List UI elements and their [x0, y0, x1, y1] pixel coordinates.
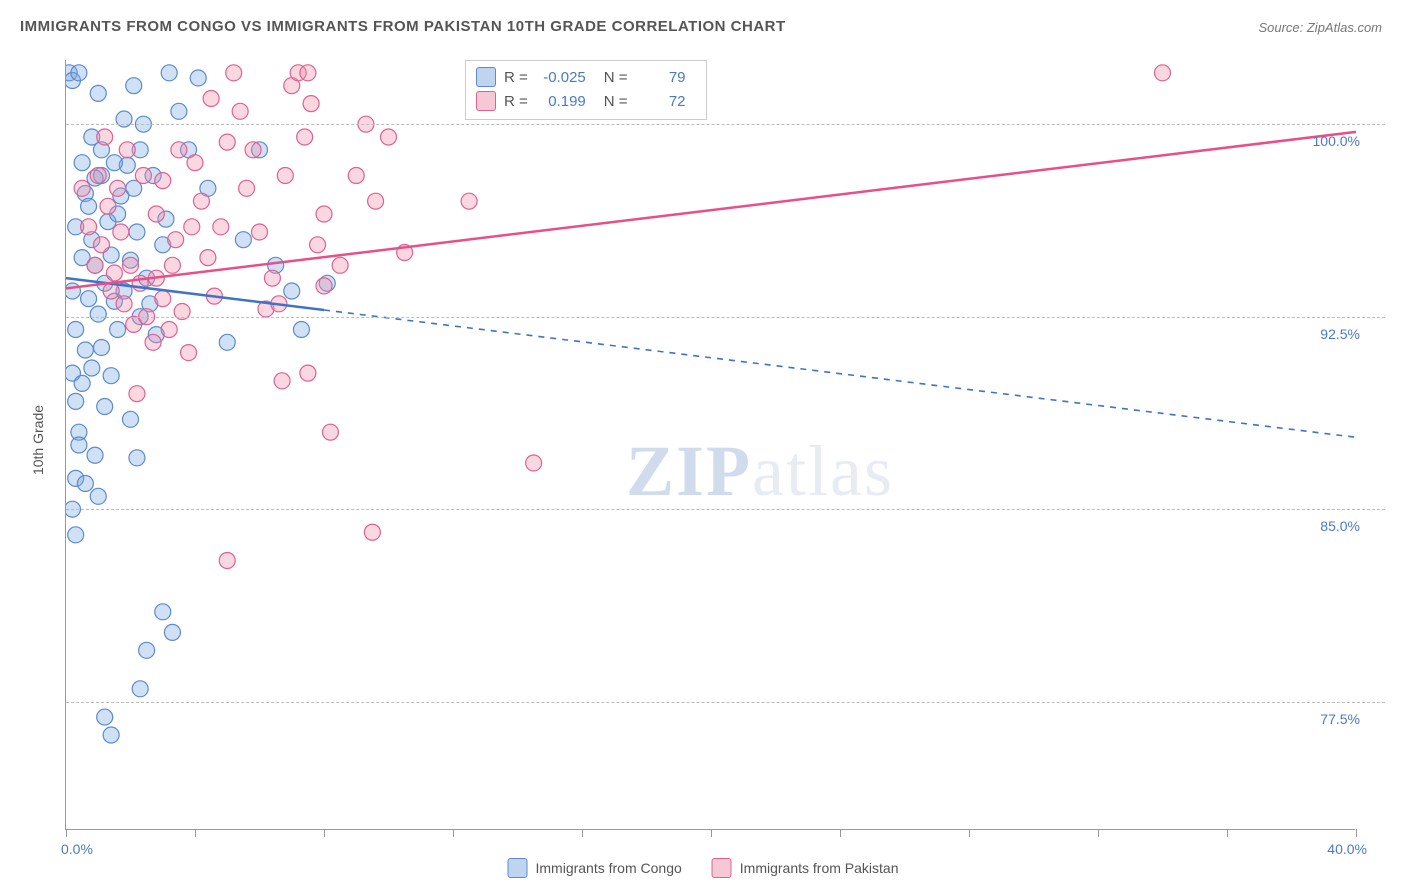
- legend-label-congo: Immigrants from Congo: [536, 860, 682, 876]
- value-n-pakistan: 72: [636, 93, 686, 110]
- legend-label-pakistan: Immigrants from Pakistan: [740, 860, 899, 876]
- label-r: R =: [504, 93, 528, 110]
- bottom-legend: Immigrants from Congo Immigrants from Pa…: [508, 858, 899, 878]
- correlation-chart: IMMIGRANTS FROM CONGO VS IMMIGRANTS FROM…: [10, 10, 1396, 882]
- value-n-congo: 79: [636, 69, 686, 86]
- scatter-points: [66, 60, 1356, 830]
- stats-row-pakistan: R = 0.199 N = 72: [476, 89, 696, 113]
- label-n: N =: [604, 93, 628, 110]
- y-tick-label: 100.0%: [1313, 133, 1360, 149]
- label-n: N =: [604, 69, 628, 86]
- x-tick-label-min: 0.0%: [61, 841, 93, 857]
- value-r-congo: -0.025: [536, 69, 586, 86]
- watermark: ZIPatlas: [626, 430, 894, 513]
- stats-legend-box: R = -0.025 N = 79 R = 0.199 N = 72: [465, 60, 707, 120]
- x-tick-label-max: 40.0%: [1327, 841, 1367, 857]
- plot-area: ZIPatlas 77.5%85.0%92.5%100.0%0.0%40.0%: [65, 60, 1355, 830]
- label-r: R =: [504, 69, 528, 86]
- swatch-pakistan: [712, 858, 732, 878]
- y-tick-label: 85.0%: [1320, 518, 1360, 534]
- y-axis-title: 10th Grade: [30, 405, 46, 475]
- trend-lines: [66, 60, 1386, 830]
- value-r-pakistan: 0.199: [536, 93, 586, 110]
- source-label: Source: ZipAtlas.com: [1258, 20, 1382, 35]
- legend-item-pakistan: Immigrants from Pakistan: [712, 858, 899, 878]
- stats-row-congo: R = -0.025 N = 79: [476, 65, 696, 89]
- swatch-congo: [508, 858, 528, 878]
- y-tick-label: 77.5%: [1320, 711, 1360, 727]
- legend-item-congo: Immigrants from Congo: [508, 858, 682, 878]
- swatch-congo: [476, 67, 496, 87]
- chart-title: IMMIGRANTS FROM CONGO VS IMMIGRANTS FROM…: [20, 18, 786, 35]
- y-tick-label: 92.5%: [1320, 326, 1360, 342]
- swatch-pakistan: [476, 91, 496, 111]
